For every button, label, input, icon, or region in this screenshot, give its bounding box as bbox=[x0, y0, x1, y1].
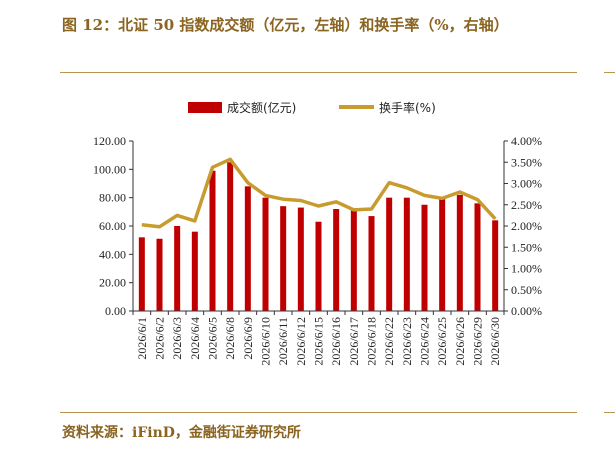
source-note: 资料来源：iFinD，金融街证券研究所 bbox=[62, 425, 301, 441]
x-tick-label: 2026/6/11 bbox=[276, 317, 290, 365]
side-divider-top bbox=[604, 72, 615, 73]
left-tick-label: 40.00 bbox=[99, 247, 126, 261]
bar-2026/6/10 bbox=[262, 197, 269, 311]
right-tick-label: 3.50% bbox=[511, 155, 542, 169]
x-tick-label: 2026/6/4 bbox=[188, 317, 202, 360]
legend-label-bar: 成交额(亿元) bbox=[227, 100, 296, 115]
bar-2026/6/23 bbox=[403, 197, 410, 311]
right-tick-label: 3.00% bbox=[511, 177, 542, 191]
bar-2026/6/30 bbox=[492, 220, 499, 311]
bar-series bbox=[138, 162, 499, 311]
x-tick-label: 2026/6/17 bbox=[347, 317, 361, 366]
x-tick-label: 2026/6/16 bbox=[329, 317, 343, 366]
bar-2026/6/4 bbox=[191, 231, 198, 311]
bar-2026/6/25 bbox=[439, 197, 446, 311]
x-tick-label: 2026/6/3 bbox=[170, 317, 184, 360]
left-tick-label: 80.00 bbox=[99, 191, 126, 205]
x-tick-label: 2026/6/5 bbox=[206, 317, 220, 360]
left-tick-label: 100.00 bbox=[93, 162, 126, 176]
bar-2026/6/5 bbox=[209, 170, 216, 311]
bar-2026/6/8 bbox=[227, 162, 234, 311]
bar-2026/6/24 bbox=[421, 204, 428, 311]
x-tick-label: 2026/6/30 bbox=[488, 317, 502, 366]
legend: 成交额(亿元) 换手率(%) bbox=[188, 100, 436, 115]
line-series bbox=[141, 157, 497, 229]
bar-2026/6/11 bbox=[280, 206, 287, 311]
side-divider-bottom bbox=[604, 412, 615, 413]
right-tick-label: 1.00% bbox=[511, 262, 542, 276]
x-tick-label: 2026/6/12 bbox=[294, 317, 308, 366]
left-tick-label: 0.00 bbox=[105, 304, 126, 318]
bar-2026/6/15 bbox=[315, 221, 322, 311]
x-tick-label: 2026/6/10 bbox=[259, 317, 273, 366]
x-tick-label: 2026/6/24 bbox=[418, 317, 432, 366]
title-divider bbox=[60, 72, 577, 73]
left-axis: 0.00 20.00 40.00 60.00 80.00 100.00 120.00 bbox=[93, 134, 134, 318]
left-tick-label: 60.00 bbox=[99, 219, 126, 233]
left-tick-label: 120.00 bbox=[93, 134, 126, 148]
right-tick-label: 2.50% bbox=[511, 198, 542, 212]
legend-label-line: 换手率(%) bbox=[379, 100, 436, 115]
bar-2026/6/26 bbox=[456, 194, 463, 311]
bar-2026/6/12 bbox=[297, 207, 304, 311]
right-tick-label: 0.00% bbox=[511, 304, 542, 318]
x-tick-label: 2026/6/2 bbox=[153, 317, 167, 360]
x-tick-label: 2026/6/18 bbox=[365, 317, 379, 366]
right-tick-label: 1.50% bbox=[511, 240, 542, 254]
bar-2026/6/22 bbox=[386, 197, 393, 311]
bar-2026/6/16 bbox=[333, 209, 340, 311]
bar-2026/6/2 bbox=[156, 238, 163, 311]
chart-title: 图 12：北证 50 指数成交额（亿元，左轴）和换手率（%，右轴） bbox=[62, 16, 509, 34]
right-tick-label: 2.00% bbox=[511, 219, 542, 233]
bar-2026/6/17 bbox=[350, 210, 357, 311]
x-tick-label: 2026/6/25 bbox=[435, 317, 449, 366]
x-tick-label: 2026/6/26 bbox=[453, 317, 467, 366]
bar-2026/6/29 bbox=[474, 203, 481, 311]
bar-2026/6/18 bbox=[368, 216, 375, 311]
right-axis: 0.00% 0.50% 1.00% 1.50% 2.00% 2.50% 3.00% 3.50%… bbox=[503, 134, 542, 318]
x-tick-label: 2026/6/1 bbox=[135, 317, 149, 360]
legend-swatch-bar bbox=[188, 102, 222, 113]
left-tick-label: 20.00 bbox=[99, 276, 126, 290]
source-divider bbox=[60, 412, 577, 413]
x-tick-label: 2026/6/9 bbox=[241, 317, 255, 360]
bar-2026/6/3 bbox=[174, 226, 181, 311]
bar-2026/6/1 bbox=[138, 237, 145, 311]
x-tick-label: 2026/6/8 bbox=[223, 317, 237, 360]
x-tick-label: 2026/6/23 bbox=[400, 317, 414, 366]
turnover-rate-line bbox=[141, 157, 497, 229]
x-tick-label: 2026/6/29 bbox=[471, 317, 485, 366]
right-tick-label: 4.00% bbox=[511, 134, 542, 148]
x-tick-label: 2026/6/22 bbox=[382, 317, 396, 366]
x-tick-label: 2026/6/15 bbox=[312, 317, 326, 366]
bar-2026/6/9 bbox=[244, 186, 251, 311]
x-axis: 2026/6/1 2026/6/2 2026/6/3 2026/6/4 2026/6/5… bbox=[132, 310, 505, 366]
right-tick-label: 0.50% bbox=[511, 283, 542, 297]
